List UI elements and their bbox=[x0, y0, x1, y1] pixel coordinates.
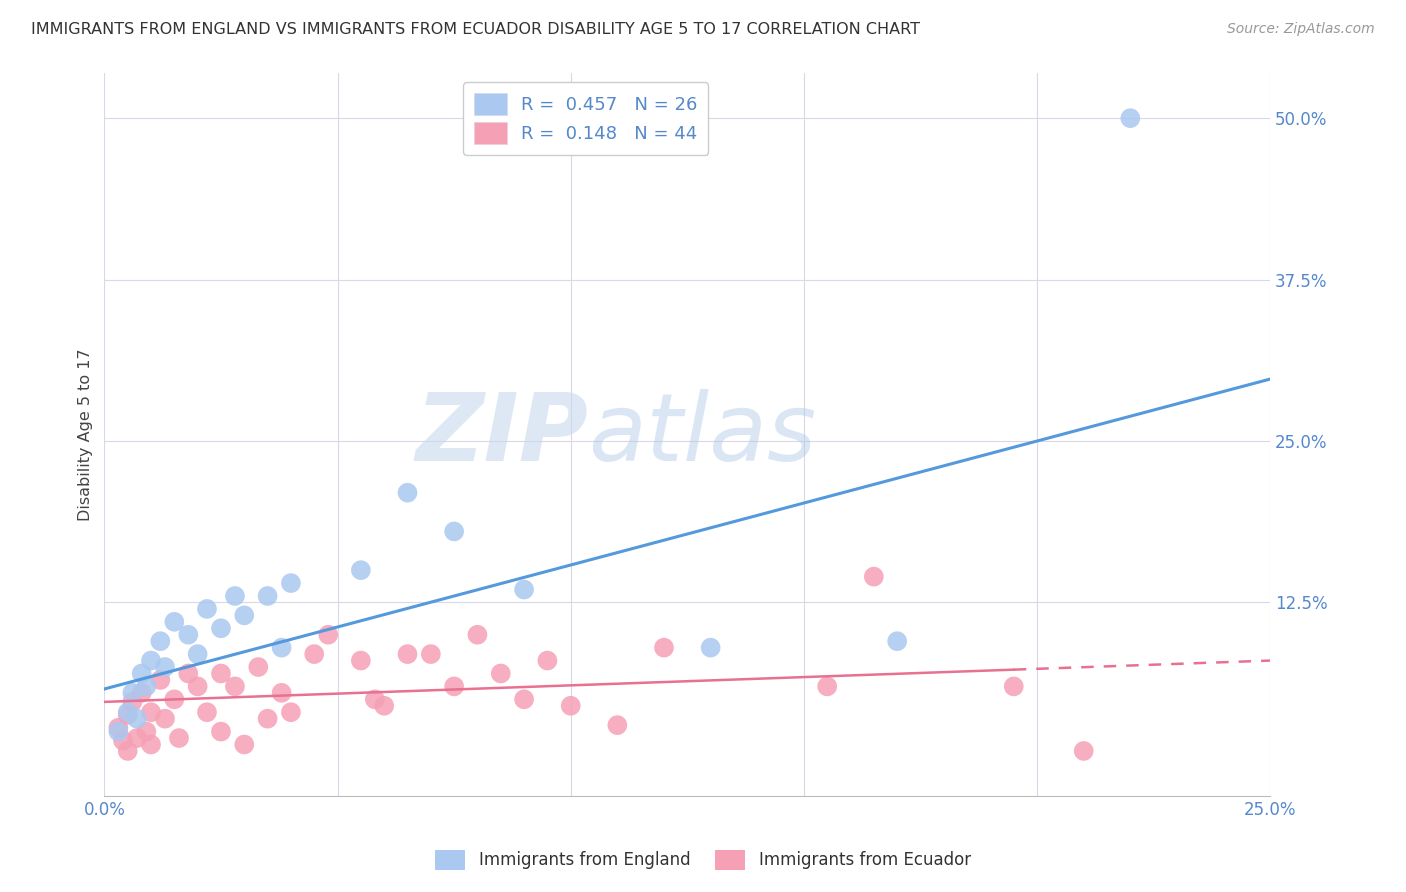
Point bbox=[699, 640, 721, 655]
Point bbox=[117, 707, 139, 722]
Point bbox=[224, 589, 246, 603]
Point bbox=[139, 738, 162, 752]
Point bbox=[121, 695, 143, 709]
Legend: R =  0.457   N = 26, R =  0.148   N = 44: R = 0.457 N = 26, R = 0.148 N = 44 bbox=[463, 82, 709, 155]
Point bbox=[256, 589, 278, 603]
Point bbox=[815, 679, 838, 693]
Point bbox=[270, 686, 292, 700]
Point bbox=[443, 524, 465, 539]
Point bbox=[606, 718, 628, 732]
Point bbox=[209, 666, 232, 681]
Point bbox=[117, 705, 139, 719]
Point bbox=[121, 686, 143, 700]
Point bbox=[167, 731, 190, 745]
Point bbox=[350, 654, 373, 668]
Point bbox=[256, 712, 278, 726]
Point bbox=[513, 692, 536, 706]
Point bbox=[1002, 679, 1025, 693]
Point bbox=[125, 712, 148, 726]
Point bbox=[652, 640, 675, 655]
Point bbox=[443, 679, 465, 693]
Point bbox=[270, 640, 292, 655]
Point bbox=[153, 712, 176, 726]
Point bbox=[153, 660, 176, 674]
Point bbox=[149, 673, 172, 687]
Point bbox=[364, 692, 387, 706]
Point bbox=[209, 724, 232, 739]
Point bbox=[396, 485, 419, 500]
Point bbox=[163, 692, 186, 706]
Point bbox=[135, 679, 157, 693]
Point bbox=[135, 724, 157, 739]
Point bbox=[536, 654, 558, 668]
Point bbox=[247, 660, 270, 674]
Point bbox=[280, 705, 302, 719]
Point bbox=[863, 569, 886, 583]
Point bbox=[149, 634, 172, 648]
Point bbox=[513, 582, 536, 597]
Point bbox=[233, 608, 256, 623]
Point bbox=[131, 666, 153, 681]
Point bbox=[195, 705, 218, 719]
Point bbox=[419, 647, 441, 661]
Text: IMMIGRANTS FROM ENGLAND VS IMMIGRANTS FROM ECUADOR DISABILITY AGE 5 TO 17 CORREL: IMMIGRANTS FROM ENGLAND VS IMMIGRANTS FR… bbox=[31, 22, 920, 37]
Legend: Immigrants from England, Immigrants from Ecuador: Immigrants from England, Immigrants from… bbox=[429, 843, 977, 877]
Point bbox=[187, 647, 209, 661]
Point bbox=[280, 576, 302, 591]
Point bbox=[163, 615, 186, 629]
Point bbox=[233, 738, 256, 752]
Point bbox=[1119, 111, 1142, 125]
Point bbox=[112, 733, 135, 747]
Point bbox=[396, 647, 419, 661]
Text: ZIP: ZIP bbox=[415, 389, 588, 481]
Point bbox=[302, 647, 325, 661]
Point bbox=[177, 628, 200, 642]
Point bbox=[350, 563, 373, 577]
Point bbox=[195, 602, 218, 616]
Point bbox=[467, 628, 489, 642]
Point bbox=[125, 731, 148, 745]
Point bbox=[1073, 744, 1095, 758]
Point bbox=[316, 628, 339, 642]
Text: Source: ZipAtlas.com: Source: ZipAtlas.com bbox=[1227, 22, 1375, 37]
Point bbox=[560, 698, 582, 713]
Point bbox=[373, 698, 395, 713]
Point bbox=[139, 705, 162, 719]
Point bbox=[107, 724, 129, 739]
Point bbox=[177, 666, 200, 681]
Point bbox=[131, 686, 153, 700]
Point bbox=[107, 721, 129, 735]
Y-axis label: Disability Age 5 to 17: Disability Age 5 to 17 bbox=[79, 348, 93, 521]
Point bbox=[209, 621, 232, 635]
Point bbox=[187, 679, 209, 693]
Point bbox=[139, 654, 162, 668]
Point bbox=[117, 744, 139, 758]
Text: atlas: atlas bbox=[588, 389, 817, 480]
Point bbox=[886, 634, 908, 648]
Point bbox=[489, 666, 512, 681]
Point bbox=[224, 679, 246, 693]
